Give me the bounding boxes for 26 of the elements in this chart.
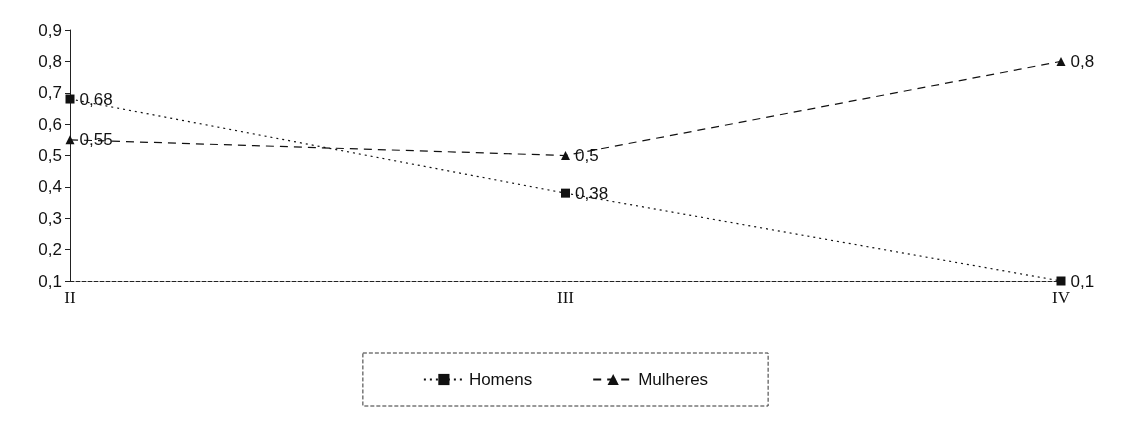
point <box>561 188 570 198</box>
data-label: 0,8 <box>1070 51 1095 71</box>
legend-label: Mulheres <box>638 370 709 389</box>
data-label: 0,5 <box>575 146 599 165</box>
data-label: 0,55 <box>79 130 113 150</box>
point <box>65 94 75 104</box>
x-tick-label: III <box>557 288 575 307</box>
data-label: 0,68 <box>79 89 113 109</box>
x-tick-label: IV <box>1052 288 1071 307</box>
data-label: 0,1 <box>1070 271 1095 291</box>
y-tick-label: 0,3 <box>38 208 62 228</box>
y-tick-label: 0,7 <box>38 83 62 103</box>
data-label: 0,38 <box>575 183 609 203</box>
point <box>65 135 75 145</box>
point <box>1056 276 1066 286</box>
y-tick-label: 0,4 <box>38 177 62 197</box>
y-tick-label: 0,9 <box>38 20 62 40</box>
y-tick-label: 0,1 <box>38 271 62 291</box>
legend-label: Homens <box>468 370 533 389</box>
x-tick-label: II <box>64 288 76 307</box>
y-tick-label: 0,5 <box>38 146 62 165</box>
y-tick-label: 0,6 <box>38 114 62 134</box>
point <box>1056 56 1066 66</box>
y-tick-label: 0,8 <box>38 51 62 71</box>
point <box>561 151 570 160</box>
y-tick-label: 0,2 <box>38 240 62 260</box>
